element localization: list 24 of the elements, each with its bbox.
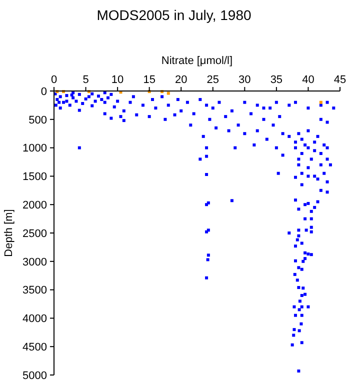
x-tick-label: 5 bbox=[82, 74, 89, 86]
y-tick-label: 3000 bbox=[22, 256, 47, 268]
y-tick-label: 2000 bbox=[22, 199, 47, 212]
x-tick-label: 0 bbox=[50, 74, 58, 86]
x-tick-label: 35 bbox=[270, 74, 283, 86]
x-tick-label: 40 bbox=[302, 74, 314, 86]
x-axis-title: Nitrate [μmol/l] bbox=[161, 55, 233, 67]
x-tick-label: 15 bbox=[143, 74, 156, 86]
x-tick-label: 25 bbox=[206, 74, 220, 86]
chart-title: MODS2005 in July, 1980 bbox=[96, 7, 252, 23]
y-tick-label: 0 bbox=[40, 86, 47, 98]
y-tick-label: 1000 bbox=[22, 142, 47, 155]
x-tick-label: 20 bbox=[174, 74, 188, 86]
y-tick-label: 4000 bbox=[22, 313, 47, 326]
y-tick-label: 1500 bbox=[22, 171, 47, 184]
y-axis-title: Depth [m] bbox=[3, 209, 15, 257]
y-tick-label: 4500 bbox=[22, 341, 47, 354]
y-tick-label: 3500 bbox=[22, 284, 47, 297]
y-tick-label: 2500 bbox=[22, 228, 47, 240]
x-tick-label: 45 bbox=[334, 74, 346, 86]
y-tick-label: 500 bbox=[28, 114, 47, 126]
x-tick-label: 30 bbox=[238, 74, 251, 86]
y-tick-label: 5000 bbox=[22, 370, 47, 382]
x-tick-label: 10 bbox=[111, 74, 124, 86]
